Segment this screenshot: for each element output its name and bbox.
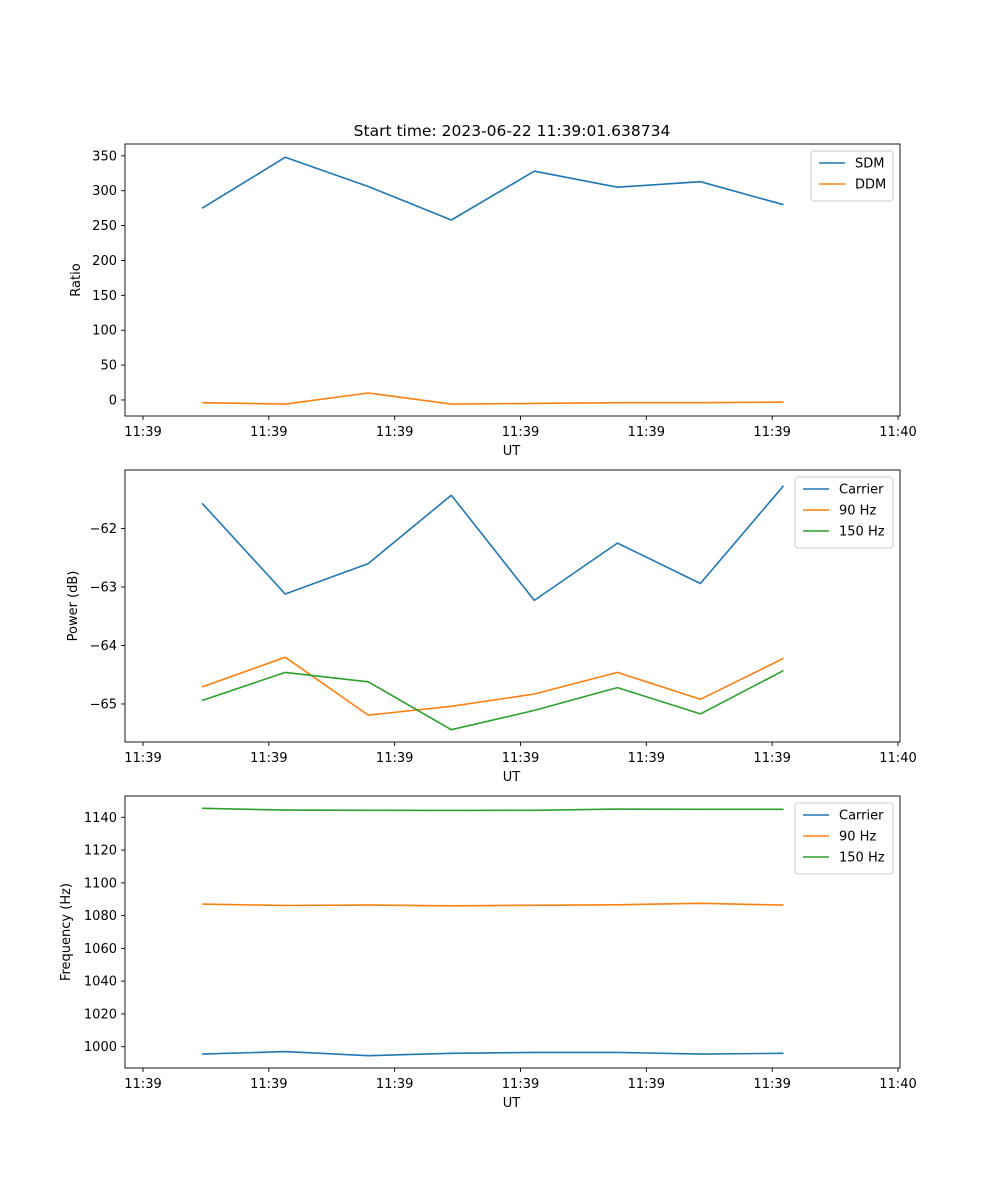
y-tick-label: 1060 [84,942,117,957]
legend-label: Carrier [839,809,884,824]
x-tick-label: 11:39 [250,751,287,766]
x-axis-label: UT [503,1096,521,1111]
panel-3: 11:39 11:39 11:39 11:39 11:39 11:39 11:40 1000 1… [59,795,917,1111]
x-tick-label: 11:39 [753,425,790,440]
axes-frame [124,469,901,743]
y-tick-label: 1000 [84,1040,117,1055]
legend-label: 150 Hz [839,851,885,866]
axes-frame [124,143,901,417]
legend-label: 90 Hz [839,830,876,845]
y-tick-label: −65 [90,697,117,712]
legend: Carrier 90 Hz 150 Hz [794,802,894,875]
legend: Carrier 90 Hz 150 Hz [794,476,894,549]
x-axis-label: UT [503,770,521,785]
x-tick-label: 11:39 [502,751,539,766]
panel-2: 11:39 11:39 11:39 11:39 11:39 11:39 11:40 −65 −6… [66,469,917,785]
series-line-90-hz [201,656,784,716]
x-tick-label: 11:39 [628,425,665,440]
y-tick-label: 1120 [84,844,117,859]
legend-label: SDM [855,157,884,172]
y-tick-label: 1100 [84,876,117,891]
series-line-150-hz [201,669,784,731]
x-axis-label: UT [503,444,521,459]
y-tick-label: 250 [92,219,117,234]
x-tick-label: 11:39 [376,751,413,766]
y-tick-label: 1040 [84,975,117,990]
x-tick-label: 11:40 [879,1077,916,1092]
x-tick-label: 11:39 [124,1077,161,1092]
y-tick-label: 0 [109,393,117,408]
x-tick-label: 11:39 [502,1077,539,1092]
y-tick-label: 200 [92,254,117,269]
series-line-ddm [202,392,784,405]
x-tick-label: 11:39 [628,1077,665,1092]
y-axis-label: Frequency (Hz) [59,883,74,981]
x-tick-label: 11:39 [628,751,665,766]
legend-label: DDM [855,178,886,193]
x-tick-label: 11:39 [124,425,161,440]
x-tick-label: 11:40 [879,751,916,766]
y-tick-label: 300 [92,184,117,199]
y-tick-label: 1140 [84,811,117,826]
legend-label: Carrier [839,483,884,498]
x-tick-label: 11:39 [376,425,413,440]
y-tick-label: 1080 [84,909,117,924]
y-tick-label: 100 [92,324,117,339]
x-tick-label: 11:39 [124,751,161,766]
series-line-carrier [201,485,785,602]
y-tick-label: 150 [92,289,117,304]
series-line-150-hz [202,807,784,812]
x-tick-label: 11:39 [753,1077,790,1092]
y-axis-label: Power (dB) [66,571,81,642]
legend-label: 150 Hz [839,525,885,540]
y-tick-label: −64 [90,639,117,654]
x-tick-label: 11:39 [250,425,287,440]
x-tick-label: 11:39 [753,751,790,766]
x-tick-label: 11:39 [502,425,539,440]
y-tick-label: 1020 [84,1007,117,1022]
axes-frame [124,795,901,1069]
chart-title: Start time: 2023-06-22 11:39:01.638734 [354,122,671,140]
x-tick-label: 11:40 [879,425,916,440]
panel-1: 11:39 11:39 11:39 11:39 11:39 11:39 11:40 0 50 10… [69,143,917,459]
x-tick-label: 11:39 [250,1077,287,1092]
panels: 11:39 11:39 11:39 11:39 11:39 11:39 11:40 0 50 10… [59,143,917,1111]
series-line-carrier [202,1050,784,1057]
y-tick-label: 50 [100,359,117,374]
x-tick-label: 11:39 [376,1077,413,1092]
y-tick-label: −62 [90,522,117,537]
series-line-sdm [201,156,784,221]
series-line-90-hz [202,902,784,907]
legend: SDM DDM [810,150,894,202]
y-axis-label: Ratio [69,263,84,296]
y-tick-label: −63 [90,580,117,595]
legend-label: 90 Hz [839,504,876,519]
y-tick-label: 350 [92,149,117,164]
